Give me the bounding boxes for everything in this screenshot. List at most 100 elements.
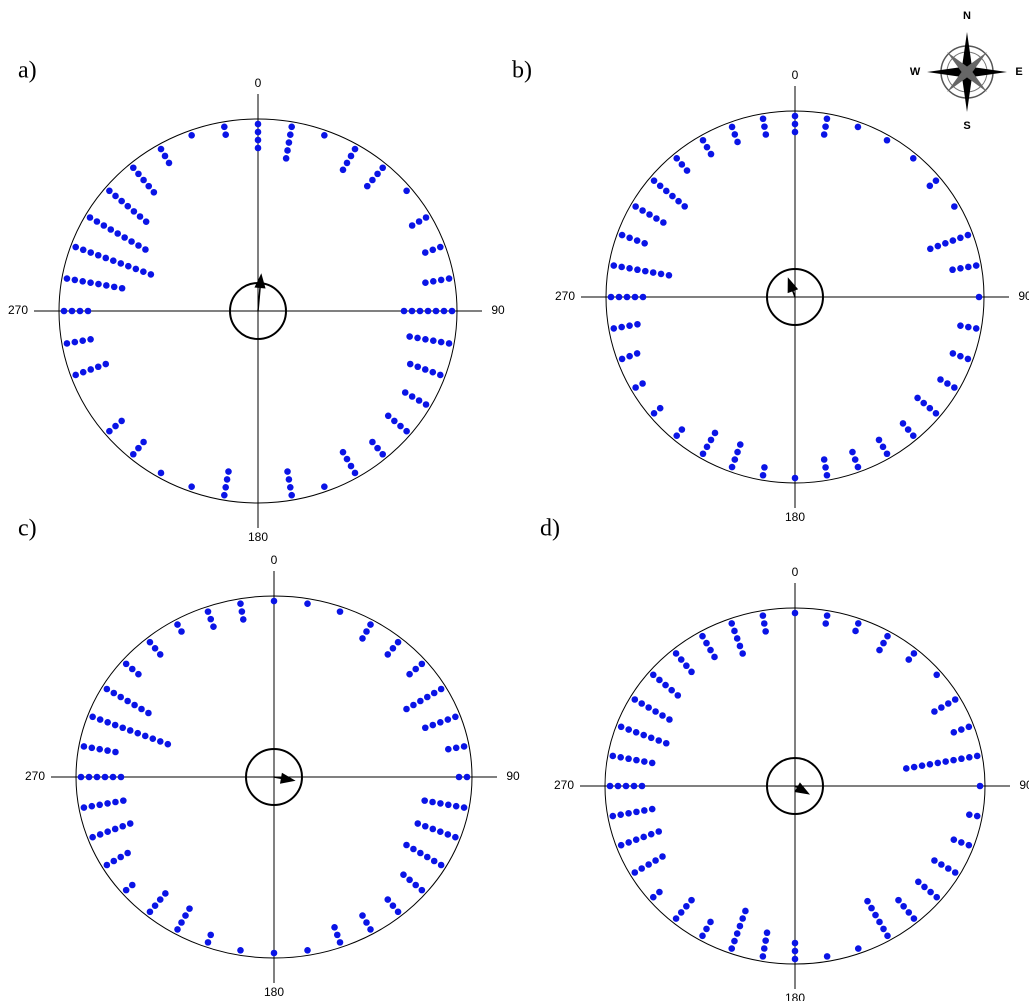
dot <box>287 131 294 138</box>
dot <box>210 623 217 630</box>
dot <box>617 754 624 761</box>
dot <box>255 129 262 136</box>
dot <box>760 612 767 619</box>
dot <box>424 854 431 861</box>
dot <box>103 282 110 289</box>
dot <box>117 694 124 701</box>
dot <box>402 389 409 396</box>
dot <box>634 350 641 357</box>
dot <box>639 783 646 790</box>
dot <box>445 716 452 723</box>
dot <box>384 896 391 903</box>
dot <box>911 915 918 922</box>
dot <box>118 260 125 267</box>
dot <box>461 804 468 811</box>
dot <box>640 834 647 841</box>
dot <box>704 444 711 451</box>
dot <box>824 612 831 619</box>
dot <box>849 449 856 456</box>
dot <box>663 740 670 747</box>
dot <box>852 456 859 463</box>
dot <box>920 400 927 407</box>
dot <box>390 645 397 652</box>
dot <box>966 724 973 731</box>
dot <box>633 757 640 764</box>
dot <box>359 912 366 919</box>
dot <box>951 384 958 391</box>
dot <box>134 730 141 737</box>
dot <box>403 706 410 713</box>
dot <box>610 753 617 760</box>
dot <box>437 244 444 251</box>
dot <box>674 692 681 699</box>
dot <box>178 628 185 635</box>
figure: N E S W a)090180270b)090180270c)09018027… <box>0 0 1029 1001</box>
dot <box>965 324 972 331</box>
dot <box>911 764 918 771</box>
dot <box>880 926 887 933</box>
dot <box>712 430 719 437</box>
dot <box>688 669 695 676</box>
dot <box>900 903 907 910</box>
dot <box>608 294 615 301</box>
dot <box>728 620 735 627</box>
tick-label: 180 <box>785 510 805 524</box>
dot <box>104 686 111 693</box>
dot <box>437 828 444 835</box>
dot <box>855 945 862 952</box>
dot <box>425 308 432 315</box>
compass-label: S <box>963 120 970 132</box>
dot <box>288 124 295 131</box>
dot <box>658 271 665 278</box>
dot <box>367 621 374 628</box>
dot <box>679 426 686 433</box>
dot <box>944 380 951 387</box>
dot <box>617 811 624 818</box>
dot <box>619 232 626 239</box>
dot <box>683 903 690 910</box>
dot <box>641 758 648 765</box>
dot <box>931 857 938 864</box>
tick-label: 0 <box>271 553 278 567</box>
dot <box>118 774 125 781</box>
dot <box>438 277 445 284</box>
dot <box>149 735 156 742</box>
dot <box>965 356 972 363</box>
dot <box>880 444 887 451</box>
dot <box>618 264 625 271</box>
dot <box>143 218 150 225</box>
dot <box>410 702 417 709</box>
dot <box>107 226 114 233</box>
dot <box>110 774 117 781</box>
dot <box>655 828 662 835</box>
dot <box>72 339 79 346</box>
dot <box>821 456 828 463</box>
dot <box>453 745 460 752</box>
dot <box>951 836 958 843</box>
dot <box>104 719 111 726</box>
dot <box>135 242 142 249</box>
dot <box>734 449 741 456</box>
dot <box>271 598 278 605</box>
dot <box>792 475 799 482</box>
dot <box>344 160 351 167</box>
dot <box>148 271 155 278</box>
dot <box>121 234 128 241</box>
dot <box>106 187 113 194</box>
dot <box>456 774 463 781</box>
dot <box>438 686 445 693</box>
tick-label: 90 <box>491 303 505 317</box>
dot <box>638 700 645 707</box>
dot <box>414 363 421 370</box>
dot <box>96 746 103 753</box>
dot <box>927 182 934 189</box>
dot <box>162 890 169 897</box>
dot <box>760 953 767 960</box>
dot <box>86 774 93 781</box>
dot <box>822 464 829 471</box>
dot <box>135 671 142 678</box>
dot <box>921 884 928 891</box>
mean-vector <box>788 279 796 297</box>
dot <box>938 861 945 868</box>
dot <box>903 765 910 772</box>
